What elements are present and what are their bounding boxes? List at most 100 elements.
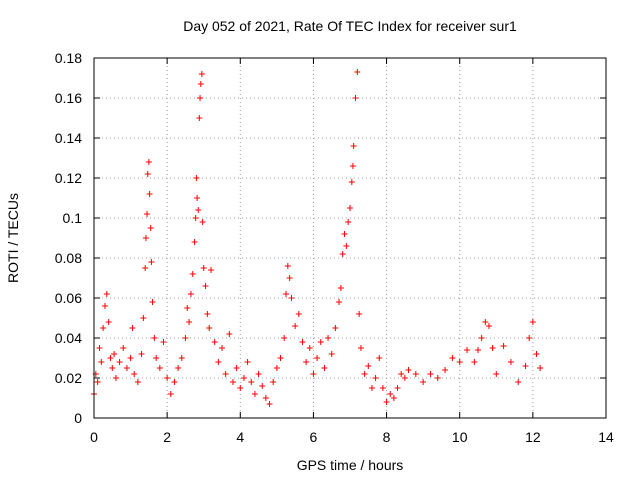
data-point <box>186 319 193 325</box>
data-point <box>255 371 262 377</box>
y-tick-label: 0.16 <box>55 90 82 106</box>
data-point <box>376 355 383 361</box>
data-point <box>387 391 394 397</box>
data-point <box>237 385 244 391</box>
y-tick-label: 0 <box>74 410 82 426</box>
data-point <box>533 351 540 357</box>
data-point <box>341 231 348 237</box>
data-point <box>197 81 204 87</box>
data-point <box>127 355 134 361</box>
data-point <box>208 267 215 273</box>
data-point <box>206 325 213 331</box>
y-tick-label: 0.12 <box>55 170 82 186</box>
data-point <box>262 395 269 401</box>
y-tick-label: 0.18 <box>55 50 82 66</box>
data-point <box>131 371 138 377</box>
data-point <box>202 283 209 289</box>
data-point <box>522 363 529 369</box>
data-point <box>283 291 289 297</box>
data-point <box>259 383 266 389</box>
data-point <box>339 251 346 257</box>
data-point <box>284 263 291 269</box>
data-point <box>356 311 363 317</box>
data-point <box>529 319 536 325</box>
data-point <box>167 391 174 397</box>
data-point <box>103 291 110 297</box>
data-point <box>345 219 352 225</box>
data-point <box>507 359 514 365</box>
data-point <box>372 375 379 381</box>
data-point <box>229 379 236 385</box>
data-point <box>286 275 293 281</box>
data-point <box>222 371 229 377</box>
data-point <box>266 401 273 407</box>
data-point <box>332 325 339 331</box>
data-point <box>146 191 153 197</box>
data-point <box>303 359 310 365</box>
data-point <box>109 365 116 371</box>
data-point <box>412 371 419 377</box>
data-point <box>248 379 255 385</box>
data-point <box>195 207 202 213</box>
data-point <box>142 235 149 241</box>
data-point <box>191 239 198 245</box>
data-point <box>281 335 288 341</box>
data-point <box>144 171 151 177</box>
data-point <box>365 363 372 369</box>
data-point <box>160 339 167 345</box>
data-point <box>306 345 313 351</box>
data-point <box>398 371 405 377</box>
data-point <box>233 365 240 371</box>
data-point <box>116 359 123 365</box>
data-point <box>107 355 114 361</box>
data-point <box>427 371 434 377</box>
y-axis-label: ROTI / TECUs <box>5 193 21 283</box>
data-point <box>394 385 401 391</box>
x-tick-label: 6 <box>310 429 318 445</box>
data-point <box>105 319 112 325</box>
x-tick-label: 14 <box>598 429 614 445</box>
data-point <box>368 385 375 391</box>
x-tick-label: 12 <box>525 429 541 445</box>
x-tick-label: 0 <box>90 429 98 445</box>
data-point <box>485 323 492 329</box>
data-point <box>464 347 471 353</box>
data-point <box>449 355 456 361</box>
data-point <box>379 385 386 391</box>
data-point <box>489 345 496 351</box>
data-point <box>328 351 335 357</box>
data-point <box>219 345 225 351</box>
data-point <box>164 375 171 381</box>
data-point <box>500 343 507 349</box>
data-point <box>537 365 544 371</box>
data-point <box>156 365 163 371</box>
data-point <box>482 319 489 325</box>
data-point <box>101 303 108 309</box>
data-points <box>91 69 544 407</box>
data-point <box>314 355 321 361</box>
data-point <box>112 375 119 381</box>
data-point <box>198 71 205 77</box>
data-point <box>299 339 306 345</box>
data-point <box>142 265 149 271</box>
data-point <box>336 299 343 305</box>
data-point <box>147 225 154 231</box>
data-point <box>240 375 247 381</box>
data-point <box>144 211 151 217</box>
data-point <box>343 243 350 249</box>
data-point <box>352 95 359 101</box>
data-point <box>200 265 207 271</box>
chart-title: Day 052 of 2021, Rate Of TEC Index for r… <box>183 18 517 34</box>
data-point <box>288 295 295 301</box>
data-point <box>405 367 412 373</box>
data-point <box>196 115 203 121</box>
data-point <box>349 163 356 169</box>
data-point <box>123 365 130 371</box>
data-point <box>134 379 141 385</box>
data-point <box>145 159 152 165</box>
data-point <box>244 359 251 365</box>
data-point <box>361 371 368 377</box>
data-point <box>149 299 156 305</box>
data-point <box>100 325 107 331</box>
data-point <box>194 195 201 201</box>
